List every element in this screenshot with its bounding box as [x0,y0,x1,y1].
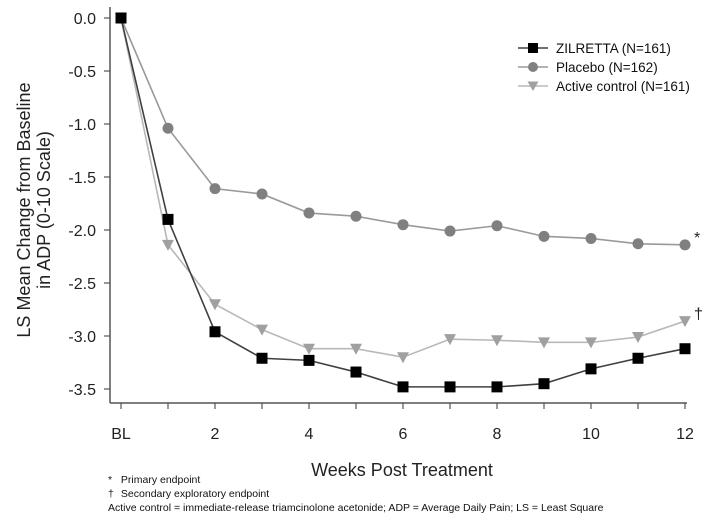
x-tick-label: 6 [399,426,408,443]
footnote-secondary-endpoint: † Secondary exploratory endpoint [108,488,269,500]
data-point-square [209,326,221,338]
y-tick-label: -0.5 [68,64,96,81]
series-triangle-down: † [115,13,703,364]
data-point-square [162,213,174,225]
data-point-square [444,381,456,393]
legend-label: ZILRETTA (N=161) [556,41,671,56]
series-end-annotation: † [694,306,703,323]
data-point-triangle [397,352,409,364]
data-point-circle [491,220,503,232]
x-tick-label: 8 [493,426,502,443]
axes: 0.0 -0.5 -1.0 -1.5 -2.0 -2.5 -3.0 -3.5 BL 2 4 6 8 10… [68,7,694,443]
data-point-square [350,366,362,378]
data-point-triangle [679,316,691,328]
data-point-circle [444,225,456,237]
data-point-circle [209,183,221,195]
y-tick-label: -3.5 [68,382,96,399]
data-point-circle [303,207,315,219]
data-point-circle [256,188,268,200]
x-axis-title: Weeks Post Treatment [311,460,493,480]
y-axis-title-line-1: LS Mean Change from Baseline [14,82,34,337]
legend-label: Active control (N=161) [556,79,690,94]
data-point-square [303,354,315,366]
footnote-text: Secondary exploratory endpoint [120,488,270,500]
data-point-circle [350,210,362,222]
data-point-square [491,381,503,393]
y-ticks: 0.0 -0.5 -1.0 -1.5 -2.0 -2.5 -3.0 -3.5 [68,11,110,399]
data-point-triangle [491,335,503,347]
data-point-square [256,352,268,364]
footnote-symbol: † [108,488,114,500]
series-end-annotation: * [694,230,700,247]
data-point-circle [162,122,174,134]
footnote-symbol: * [108,474,113,486]
y-tick-label: -2.5 [68,276,96,293]
data-point-triangle [162,239,174,251]
data-point-square [585,363,597,375]
legend-item: Placebo (N=162) [518,60,658,75]
legend-marker-triangle [527,81,539,91]
x-ticks: BL 2 4 6 8 10 12 [111,403,694,443]
data-point-triangle [256,324,268,336]
legend-item: Active control (N=161) [518,79,690,94]
data-point-triangle [303,343,315,355]
data-point-circle [679,239,691,251]
y-tick-label: -2.0 [68,223,96,240]
x-tick-label: BL [111,426,131,443]
footnote-text: Active control = immediate-release triam… [108,502,604,514]
legend-marker-square [528,43,538,53]
data-point-square [397,381,409,393]
y-tick-label: 0.0 [74,11,96,28]
data-point-circle [632,238,644,250]
footnote-text: Primary endpoint [120,474,201,486]
x-tick-label: 12 [676,426,694,443]
data-point-circle [397,219,409,231]
footnote-primary-endpoint: * Primary endpoint [108,474,200,486]
footnote-abbreviations: Active control = immediate-release triam… [108,502,603,514]
data-point-triangle [538,337,550,349]
y-axis-title-line-2: in ADP (0-10 Scale) [34,131,54,289]
x-tick-label: 10 [582,426,600,443]
data-point-triangle [632,332,644,344]
data-point-square [115,12,127,24]
legend-marker-circle [528,62,538,72]
data-point-triangle [350,343,362,355]
x-tick-label: 2 [211,426,220,443]
y-tick-label: -1.0 [68,117,96,134]
legend-label: Placebo (N=162) [556,60,658,75]
y-axis-title: LS Mean Change from Baseline in ADP (0-1… [14,82,54,337]
data-point-triangle [444,334,456,346]
y-tick-label: -1.5 [68,170,96,187]
data-point-circle [538,230,550,242]
legend: ZILRETTA (N=161) Placebo (N=162) Active co… [518,41,690,94]
data-point-square [679,343,691,355]
series-square [115,12,691,393]
legend-item: ZILRETTA (N=161) [518,41,671,56]
data-point-triangle [585,337,597,349]
x-tick-label: 4 [305,426,314,443]
data-point-square [538,378,550,390]
data-point-circle [585,232,597,244]
data-point-square [632,352,644,364]
series-layer: †* [115,12,703,393]
y-tick-label: -3.0 [68,329,96,346]
data-point-triangle [209,299,221,311]
series-circle: * [115,12,700,251]
